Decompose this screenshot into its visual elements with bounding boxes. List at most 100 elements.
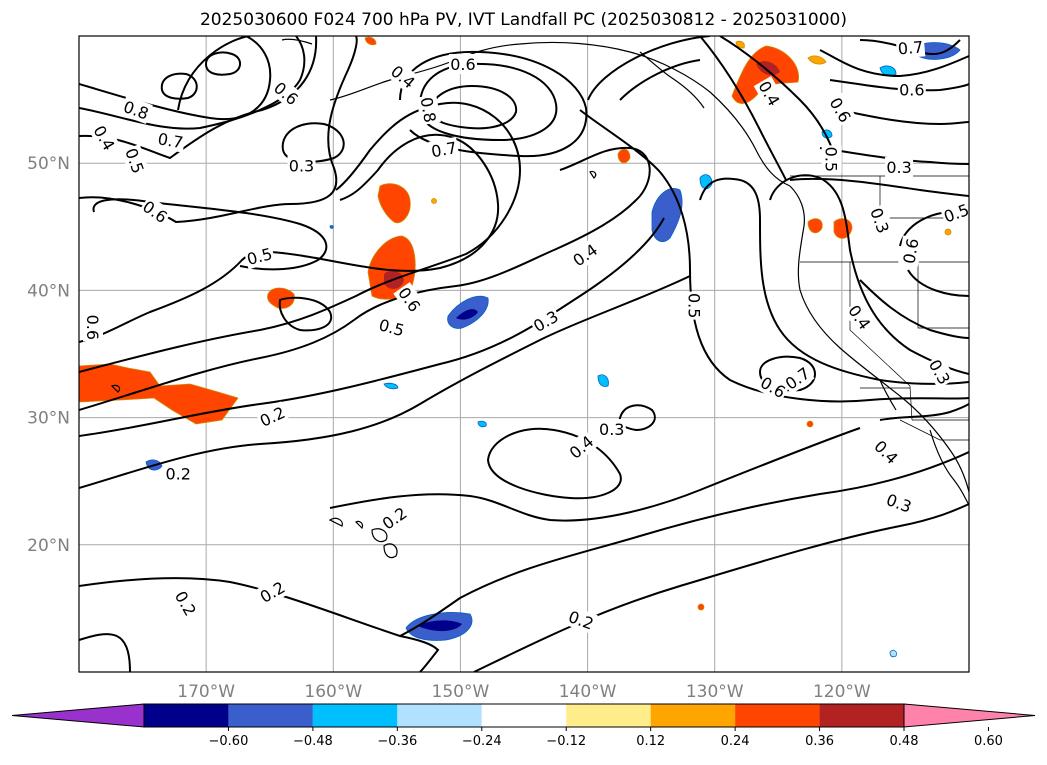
- coastline: [110, 384, 121, 393]
- contour-line: [399, 451, 969, 637]
- contour-line: [204, 51, 241, 76]
- contour-line: [486, 427, 622, 500]
- contour-label: 0.4: [843, 299, 876, 335]
- contour-label: 0.2: [164, 463, 193, 484]
- contour-label-text: 0.5: [377, 315, 407, 340]
- contour-label-text: 0.7: [897, 37, 924, 58]
- colorbar-tick-label: 0.48: [890, 734, 919, 749]
- contour-line: [719, 36, 837, 161]
- contour-label-bg: [416, 94, 441, 126]
- lon-tick-label: 140°W: [559, 682, 617, 702]
- coastline: [929, 429, 969, 506]
- anomaly-blob: [879, 65, 897, 77]
- contour-label: 0.4: [567, 238, 603, 272]
- colorbar-segment: [566, 704, 651, 727]
- colorbar-frame: [143, 703, 905, 728]
- contour-label-text: 0.6: [450, 55, 475, 74]
- contour-label: 0.4: [88, 120, 121, 155]
- contour-label-bg: [567, 238, 603, 272]
- contour-label-bg: [885, 157, 914, 178]
- contour-label-bg: [528, 305, 563, 337]
- contour-line: [819, 147, 969, 165]
- contour-label-bg: [898, 235, 923, 267]
- contour-label-text: 0.6: [899, 237, 922, 265]
- anomaly-blob: [597, 374, 609, 387]
- colorbar-tick-label: 0.24: [721, 734, 750, 749]
- contour-label: 0.2: [564, 605, 598, 635]
- contour-label-text: 0.2: [257, 578, 289, 607]
- contour-line: [418, 62, 558, 142]
- colorbar-tick-label: −0.36: [377, 734, 417, 749]
- border-line: [917, 262, 969, 329]
- lat-tick-label: 30°N: [27, 409, 70, 429]
- contour-label-bg: [138, 195, 173, 228]
- contour-line: [79, 146, 651, 411]
- contour-line: [579, 109, 969, 403]
- anomaly-blob: [418, 620, 462, 632]
- anomaly-blob: [889, 649, 897, 658]
- contour-label-text: 0.2: [379, 503, 411, 533]
- contour-label-text: 0.4: [566, 432, 598, 463]
- contour-label-text: 0.6: [826, 94, 855, 126]
- contour-label: 0.8: [119, 95, 153, 124]
- contour-line: [278, 296, 333, 332]
- contour-line: [879, 403, 969, 421]
- lat-tick-label: 40°N: [27, 281, 70, 301]
- contour-label-text: 0.8: [417, 96, 440, 124]
- contour-label-text: 0.4: [89, 122, 118, 154]
- contour-label: 0.4: [869, 434, 904, 469]
- colorbar-tick-label: 0.12: [636, 734, 665, 749]
- contour-label: 0.5: [821, 145, 842, 174]
- longitude-axis: 170°W 160°W 150°W 140°W 130°W 120°W: [177, 682, 871, 702]
- contour-label-bg: [939, 198, 969, 227]
- anomaly-blob: [79, 363, 239, 425]
- contour-label-bg: [448, 53, 477, 74]
- contour-line: [473, 503, 969, 672]
- colorbar-segment: [144, 704, 229, 727]
- contour-label: 0.2: [170, 586, 202, 621]
- anomaly-blob: [367, 235, 416, 300]
- contour-line: [907, 269, 969, 297]
- anomaly-blob: [915, 42, 961, 60]
- anomaly-blob: [807, 55, 827, 65]
- colorbar-extend-high: [903, 703, 1036, 728]
- contour-label-bg: [255, 576, 290, 608]
- contour-label-bg: [843, 299, 876, 335]
- coastline: [879, 379, 897, 411]
- contour-label-bg: [428, 136, 460, 162]
- colorbar-tick-label: −0.48: [293, 734, 333, 749]
- contour-label-bg: [164, 463, 193, 484]
- contour-label: 0.8: [416, 94, 441, 126]
- colorbar-tick-label: −0.12: [546, 734, 586, 749]
- border-line: [849, 262, 913, 421]
- map-title: 2025030600 F024 700 hPa PV, IVT Landfall…: [199, 10, 847, 30]
- contour-label-bg: [684, 291, 705, 320]
- coastline: [328, 517, 343, 527]
- contour-label: 0.7: [428, 136, 460, 162]
- contour-label-text: 0.6: [83, 315, 102, 340]
- contour-line: [619, 59, 701, 101]
- contour-label-bg: [155, 128, 187, 153]
- contour-label: 0.5: [684, 291, 705, 320]
- colorbar-tick-label: 0.36: [805, 734, 834, 749]
- anomaly-blob: [477, 420, 487, 428]
- contour-label: 0.2: [255, 401, 290, 432]
- contour-label-bg: [375, 314, 408, 341]
- coastline: [281, 38, 313, 45]
- contour-label: 0.7: [155, 128, 187, 153]
- contour-label-bg: [753, 76, 786, 111]
- contour-label: 0.3: [882, 488, 916, 518]
- state-borders: [790, 175, 969, 441]
- contour-line: [79, 36, 272, 121]
- contour-label: 0.6: [82, 313, 103, 342]
- contour-label: 0.6: [897, 79, 926, 100]
- contour-label-text: 0.3: [289, 157, 314, 176]
- anomaly-blob: [617, 148, 631, 164]
- contour-label-text: 0.4: [569, 240, 601, 270]
- contour-label: 0.3: [597, 419, 626, 440]
- contour-line: [79, 577, 440, 672]
- coastline: [789, 185, 969, 493]
- colorbar-segment: [312, 704, 398, 727]
- gridlines: [79, 36, 969, 672]
- contour-label-text: 0.2: [171, 588, 200, 620]
